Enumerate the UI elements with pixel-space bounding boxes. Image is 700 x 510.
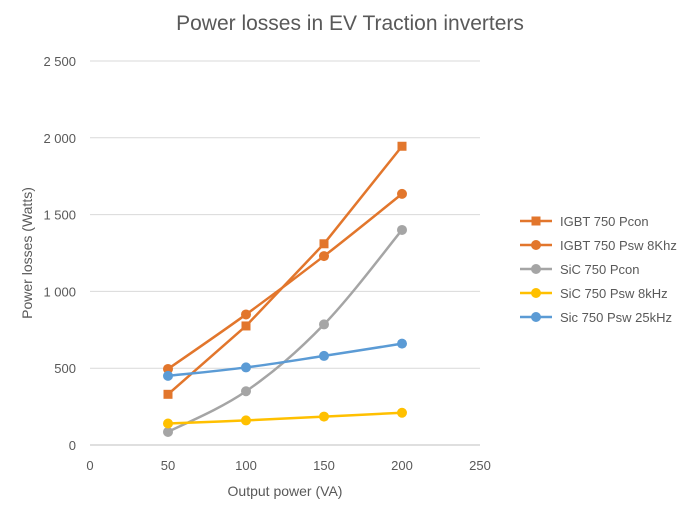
data-point bbox=[397, 338, 407, 349]
data-point bbox=[163, 370, 173, 381]
data-point bbox=[163, 363, 173, 374]
legend-marker bbox=[531, 312, 541, 322]
data-point bbox=[397, 188, 407, 199]
x-tick-label: 150 bbox=[313, 458, 335, 473]
series-sic-750-pcon bbox=[163, 224, 407, 437]
series-line bbox=[167, 342, 403, 378]
series-igbt-750-psw-8khz bbox=[163, 188, 407, 374]
series-line bbox=[167, 192, 403, 370]
legend-label: IGBT 750 Pcon bbox=[560, 214, 649, 229]
x-tick-label: 250 bbox=[469, 458, 491, 473]
data-point bbox=[163, 426, 173, 437]
x-tick-labels: 0 50 100 150 200 250 bbox=[86, 458, 490, 473]
legend-marker bbox=[531, 240, 541, 250]
series-sic-750-psw-8khz bbox=[163, 407, 407, 429]
legend-label: SiC 750 Pcon bbox=[560, 262, 640, 277]
data-point bbox=[241, 321, 251, 331]
data-point bbox=[163, 389, 173, 399]
series-line bbox=[167, 229, 403, 434]
plot-series bbox=[163, 141, 407, 437]
legend-item-sic-750-pcon: SiC 750 Pcon bbox=[520, 262, 640, 277]
chart-title: Power losses in EV Traction inverters bbox=[176, 12, 524, 35]
series-line bbox=[167, 145, 403, 396]
x-tick-label: 200 bbox=[391, 458, 413, 473]
data-point bbox=[397, 224, 407, 235]
legend-label: SiC 750 Psw 8kHz bbox=[560, 286, 668, 301]
legend-item-igbt-750-psw-8khz: IGBT 750 Psw 8Khz bbox=[520, 238, 677, 253]
data-point bbox=[319, 411, 329, 422]
legend-item-sic-750-psw-25khz: Sic 750 Psw 25kHz bbox=[520, 310, 672, 325]
data-point bbox=[397, 407, 407, 418]
legend-item-igbt-750-pcon: IGBT 750 Pcon bbox=[520, 214, 649, 229]
y-tick-labels: 0 500 1 000 1 500 2 000 2 500 bbox=[43, 54, 76, 453]
x-tick-label: 100 bbox=[235, 458, 257, 473]
y-tick-label: 500 bbox=[54, 361, 76, 376]
data-point bbox=[319, 239, 329, 249]
y-tick-label: 2 500 bbox=[43, 54, 76, 69]
series-sic-750-psw-25khz bbox=[163, 338, 407, 381]
series-line bbox=[167, 411, 403, 425]
legend-marker bbox=[531, 264, 541, 274]
x-tick-label: 50 bbox=[161, 458, 175, 473]
y-tick-label: 1 500 bbox=[43, 208, 76, 223]
data-point bbox=[241, 386, 251, 397]
x-axis-label: Output power (VA) bbox=[228, 483, 343, 499]
legend-label: Sic 750 Psw 25kHz bbox=[560, 310, 672, 325]
data-point bbox=[319, 319, 329, 330]
data-point bbox=[163, 418, 173, 429]
data-point bbox=[319, 350, 329, 361]
legend: IGBT 750 Pcon IGBT 750 Psw 8Khz SiC 750 Pc… bbox=[520, 214, 677, 325]
y-tick-label: 0 bbox=[69, 438, 76, 453]
legend-marker bbox=[531, 216, 541, 226]
y-tick-label: 1 000 bbox=[43, 284, 76, 299]
gridlines bbox=[90, 60, 480, 369]
data-point bbox=[241, 309, 251, 320]
legend-item-sic-750-psw-8khz: SiC 750 Psw 8kHz bbox=[520, 286, 668, 301]
data-point bbox=[397, 141, 407, 151]
x-tick-label: 0 bbox=[86, 458, 93, 473]
y-axis-label: Power losses (Watts) bbox=[19, 187, 35, 319]
data-point bbox=[241, 415, 251, 426]
legend-label: IGBT 750 Psw 8Khz bbox=[560, 238, 677, 253]
data-point bbox=[319, 251, 329, 262]
y-tick-label: 2 000 bbox=[43, 131, 76, 146]
legend-marker bbox=[531, 288, 541, 298]
data-point bbox=[241, 362, 251, 373]
